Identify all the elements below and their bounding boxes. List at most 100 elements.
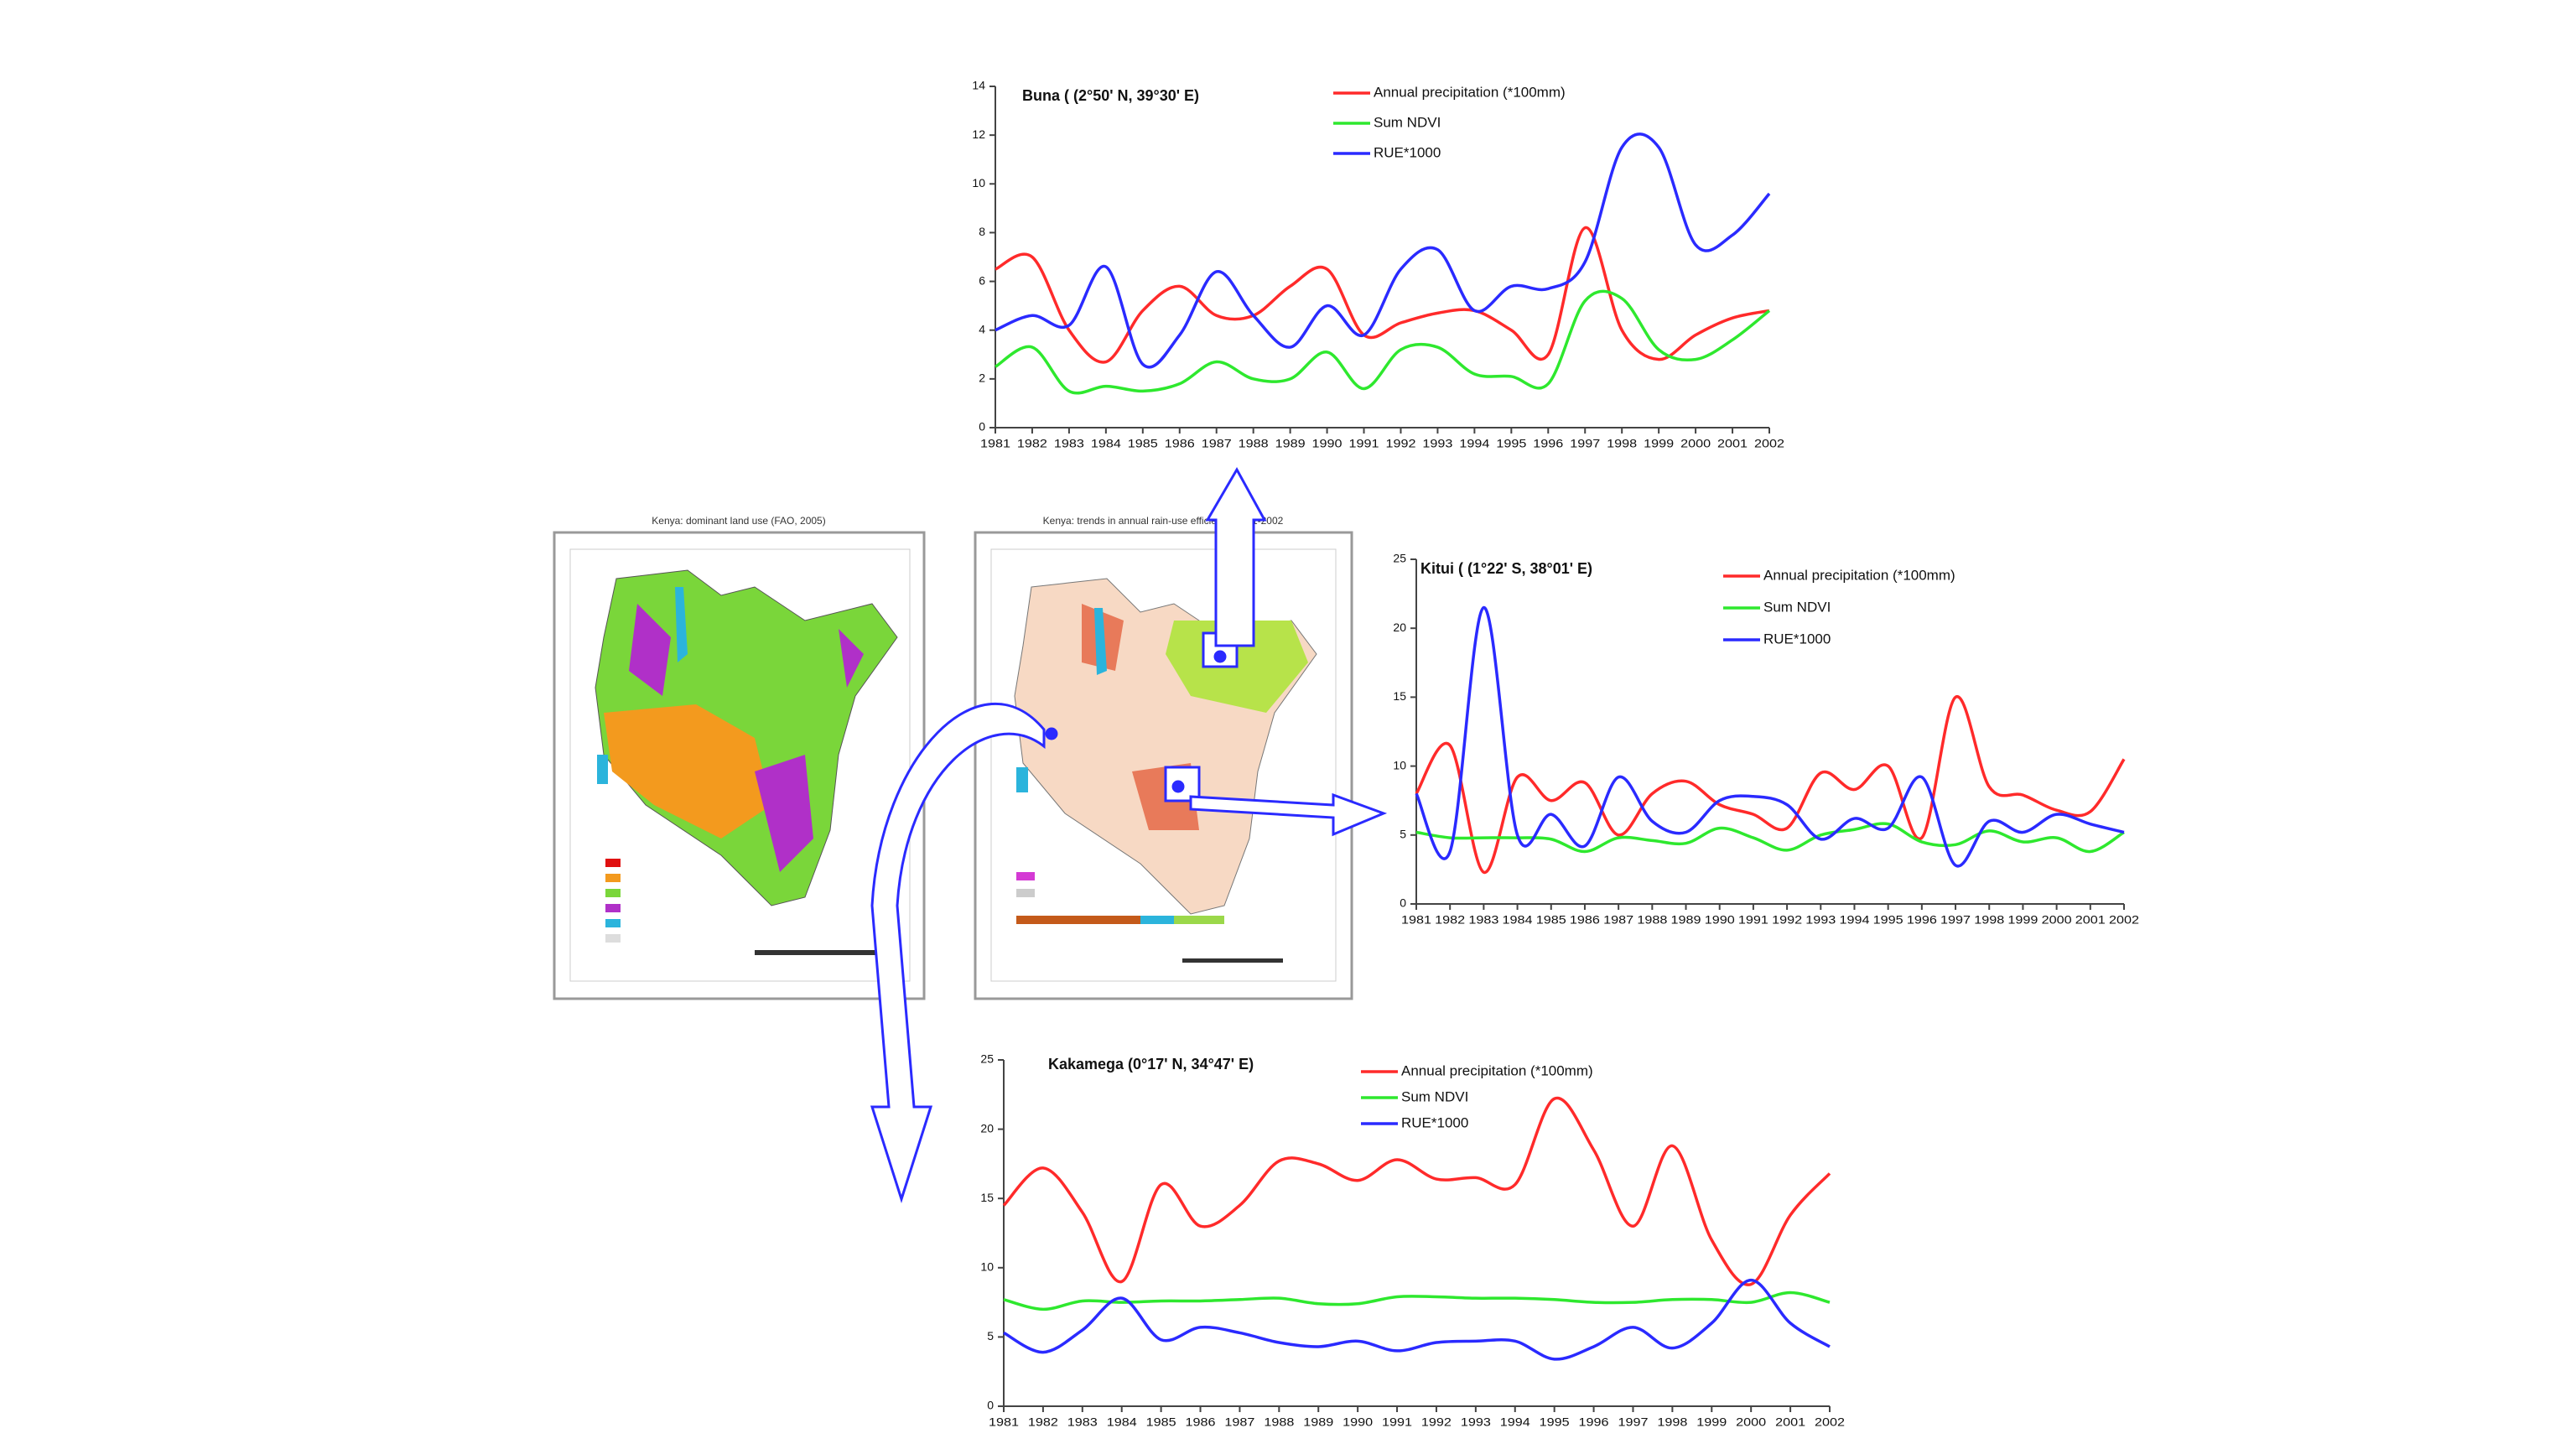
chart-title: Kitui ( (1°22' S, 38°01' E)	[1420, 560, 1592, 577]
x-tick-label: 1983	[1067, 1415, 1098, 1429]
y-tick-label: 0	[979, 420, 985, 434]
x-tick-label: 2001	[2075, 913, 2106, 927]
rue-trend-map: Kenya: trends in annual rain-use efficie…	[974, 515, 1353, 1000]
y-tick-label: 10	[1393, 758, 1406, 771]
x-tick-label: 1990	[1705, 913, 1735, 927]
x-tick-label: 1995	[1540, 1415, 1570, 1429]
x-tick-label: 1985	[1146, 1415, 1176, 1429]
series-line	[995, 132, 1771, 369]
series-line	[1003, 1278, 1831, 1361]
x-tick-label: 1984	[1091, 437, 1121, 450]
x-tick-label: 2002	[1815, 1415, 1845, 1429]
chart-title: Kakamega (0°17' N, 34°47' E)	[1048, 1056, 1254, 1072]
y-tick-label: 15	[1393, 689, 1406, 703]
x-tick-label: 1993	[1461, 1415, 1491, 1429]
y-tick-label: 2	[979, 371, 985, 385]
x-tick-label: 2000	[1680, 437, 1711, 450]
legend-label: RUE*1000	[1763, 631, 1831, 647]
x-tick-label: 2001	[1717, 437, 1748, 450]
legend-label: RUE*1000	[1401, 1114, 1468, 1130]
x-tick-label: 1989	[1275, 437, 1306, 450]
x-tick-label: 1990	[1312, 437, 1343, 450]
series-line	[1415, 695, 2126, 874]
x-tick-label: 1997	[1570, 437, 1600, 450]
x-tick-label: 1991	[1382, 1415, 1412, 1429]
x-tick-label: 1996	[1533, 437, 1563, 450]
y-tick-label: 25	[1393, 552, 1406, 565]
x-tick-label: 1987	[1224, 1415, 1254, 1429]
x-tick-label: 2000	[2042, 913, 2072, 927]
map-title: Kenya: dominant land use (FAO, 2005)	[652, 515, 825, 527]
y-tick-label: 5	[1400, 828, 1406, 841]
legend-label: Sum NDVI	[1374, 114, 1441, 130]
x-tick-label: 1999	[1696, 1415, 1727, 1429]
x-tick-label: 1998	[1974, 913, 2004, 927]
x-tick-label: 1981	[980, 437, 1010, 450]
x-tick-label: 1989	[1671, 913, 1701, 927]
x-tick-label: 1982	[1028, 1415, 1058, 1429]
series-line	[995, 289, 1771, 395]
legend-label: Annual precipitation (*100mm)	[1401, 1062, 1593, 1078]
x-tick-label: 1993	[1422, 437, 1452, 450]
x-tick-label: 1995	[1873, 913, 1903, 927]
series-line	[1415, 822, 2125, 854]
x-tick-label: 1994	[1500, 1415, 1530, 1429]
x-tick-label: 1983	[1054, 437, 1084, 450]
y-tick-label: 8	[979, 225, 985, 238]
y-tick-label: 12	[972, 127, 985, 141]
y-tick-label: 10	[972, 176, 985, 190]
y-tick-label: 5	[987, 1329, 994, 1343]
legend-label: Annual precipitation (*100mm)	[1374, 84, 1566, 100]
x-tick-label: 1986	[1570, 913, 1600, 927]
x-tick-label: 1994	[1839, 913, 1869, 927]
x-tick-label: 1992	[1421, 1415, 1452, 1429]
x-tick-label: 1998	[1657, 1415, 1687, 1429]
x-tick-label: 1984	[1107, 1415, 1137, 1429]
x-tick-label: 1996	[1579, 1415, 1609, 1429]
y-tick-label: 0	[1400, 896, 1406, 910]
x-tick-label: 1987	[1603, 913, 1633, 927]
x-tick-label: 1992	[1385, 437, 1415, 450]
x-tick-label: 1996	[1907, 913, 1937, 927]
y-tick-label: 6	[979, 273, 985, 287]
x-tick-label: 2002	[1754, 437, 1784, 450]
y-tick-label: 20	[980, 1121, 994, 1135]
x-tick-label: 1995	[1496, 437, 1526, 450]
x-tick-label: 1992	[1772, 913, 1802, 927]
x-tick-label: 1990	[1343, 1415, 1373, 1429]
y-tick-label: 20	[1393, 621, 1406, 634]
land-use-map: Kenya: dominant land use (FAO, 2005)	[553, 515, 926, 1000]
x-tick-label: 1986	[1165, 437, 1195, 450]
x-tick-label: 2002	[2109, 913, 2139, 927]
line-chart: 0 5 10 15 20 25 1981 1982 1983 1984 1985 1986 1987 19…	[980, 1052, 1845, 1429]
x-tick-label: 1982	[1017, 437, 1047, 450]
x-tick-label: 1987	[1202, 437, 1232, 450]
x-tick-label: 1986	[1186, 1415, 1216, 1429]
x-tick-label: 1998	[1607, 437, 1637, 450]
line-chart: 0 2 4 6 8 10 12 14 1981 1982 1983 1984 1985 1986 1987 1…	[972, 79, 1784, 450]
x-tick-label: 1988	[1239, 437, 1269, 450]
x-tick-label: 1981	[989, 1415, 1019, 1429]
x-tick-label: 1985	[1128, 437, 1158, 450]
arrows	[870, 466, 1388, 1203]
legend-label: RUE*1000	[1374, 144, 1441, 160]
x-tick-label: 1999	[1644, 437, 1674, 450]
x-tick-label: 1989	[1303, 1415, 1333, 1429]
y-tick-label: 0	[987, 1399, 994, 1412]
series-line	[1415, 605, 2125, 868]
y-tick-label: 25	[980, 1052, 994, 1066]
chart-title: Buna ( (2°50' N, 39°30' E)	[1022, 87, 1199, 104]
x-tick-label: 1993	[1805, 913, 1836, 927]
legend-label: Annual precipitation (*100mm)	[1763, 567, 1955, 583]
y-tick-label: 15	[980, 1191, 994, 1204]
x-tick-label: 1984	[1503, 913, 1533, 927]
x-tick-label: 1988	[1264, 1415, 1294, 1429]
x-tick-label: 1997	[1940, 913, 1971, 927]
x-tick-label: 2001	[1775, 1415, 1805, 1429]
y-tick-label: 10	[980, 1260, 994, 1274]
series-line	[1002, 1096, 1831, 1286]
series-line	[995, 226, 1770, 364]
x-tick-label: 2000	[1736, 1415, 1766, 1429]
legend-label: Sum NDVI	[1401, 1088, 1468, 1104]
